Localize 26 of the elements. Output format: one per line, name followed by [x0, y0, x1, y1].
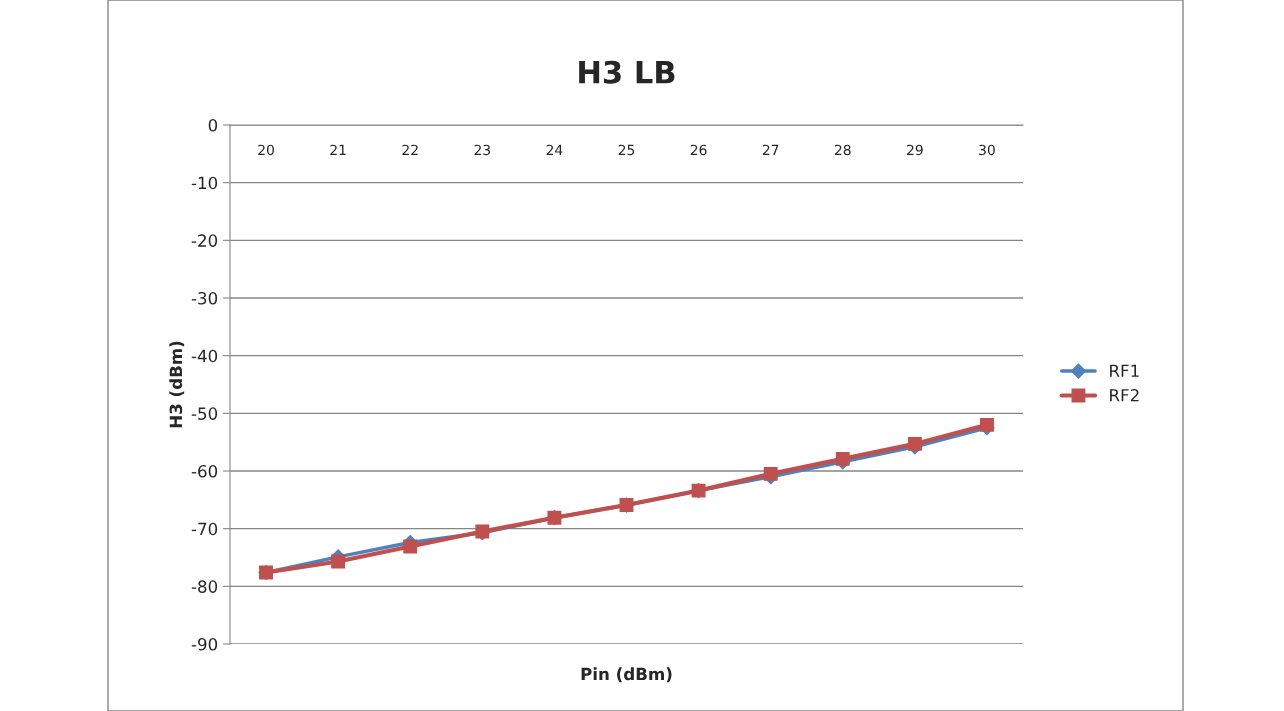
x-tick-label: 28: [834, 144, 851, 156]
x-tick-label: 25: [618, 144, 635, 156]
y-tick-label: -40: [191, 349, 218, 363]
x-tick-label: 30: [979, 144, 995, 156]
y-tick-label: -10: [191, 176, 218, 190]
y-tick-label: -30: [191, 291, 218, 305]
y-tick-label: -20: [191, 234, 218, 247]
y-axis-title: H3 (dBm): [169, 341, 185, 428]
x-tick-label: 27: [762, 144, 779, 155]
x-tick-label: 21: [330, 144, 346, 155]
x-tick-label: 26: [690, 144, 707, 156]
x-axis-title: Pin (dBm): [581, 667, 672, 683]
y-tick-label: -90: [191, 637, 218, 651]
legend-label: RF1: [1110, 364, 1139, 377]
x-tick-label: 20: [258, 144, 274, 156]
legend-label: RF2: [1110, 388, 1139, 402]
x-tick-label: 22: [402, 144, 418, 155]
x-tick-label: 24: [546, 144, 563, 155]
chart-title: H3 LB: [579, 60, 675, 84]
y-tick-label: -70: [191, 522, 218, 536]
y-tick-label: 0: [208, 118, 218, 132]
y-tick-label: -60: [191, 464, 218, 478]
y-tick-label: -80: [191, 580, 218, 593]
x-tick-label: 29: [907, 144, 923, 156]
x-tick-label: 23: [474, 144, 491, 156]
y-tick-label: -50: [191, 407, 218, 420]
